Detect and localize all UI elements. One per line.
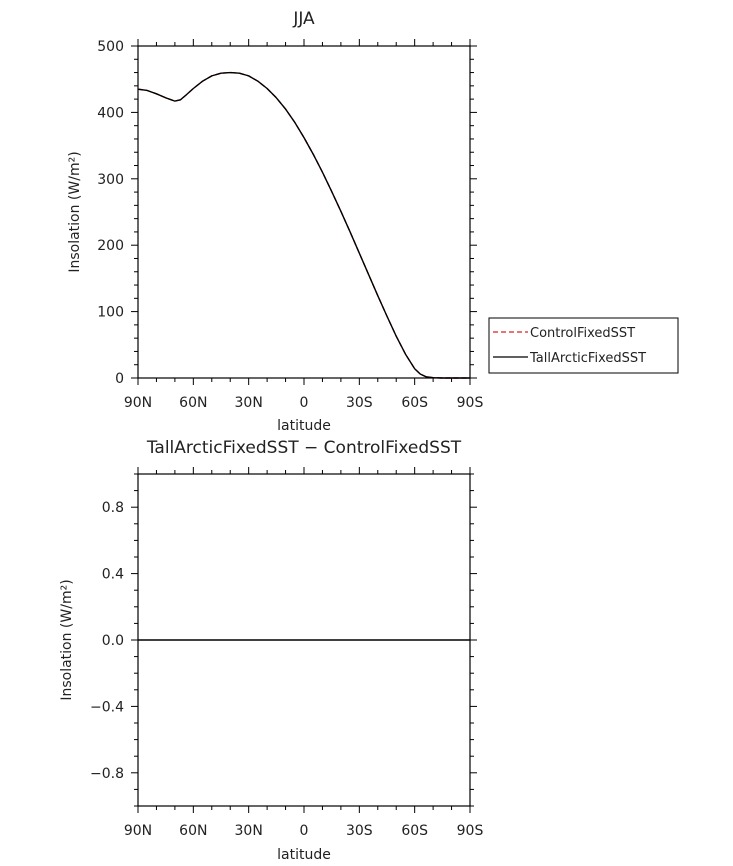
x-tick-label: 0 xyxy=(300,395,309,411)
x-tick-label: 90S xyxy=(457,823,484,839)
x-tick-label: 30S xyxy=(346,395,373,411)
x-tick-label: 60S xyxy=(401,395,428,411)
top-y-ticks: 0 100 200 300 400 500 xyxy=(97,39,477,387)
legend-box xyxy=(488,317,679,374)
y-tick-label: −0.4 xyxy=(90,699,124,715)
y-tick-label: 0.4 xyxy=(102,567,124,583)
x-tick-label: 60S xyxy=(401,823,428,839)
y-tick-label: −0.8 xyxy=(90,766,124,782)
top-x-ticks: 90N 60N 30N 0 30S 60S 90S xyxy=(124,39,484,411)
y-tick-label: 0.0 xyxy=(102,633,124,649)
y-tick-label: 500 xyxy=(97,39,124,55)
x-tick-label: 30S xyxy=(346,823,373,839)
x-tick-label: 60N xyxy=(179,823,207,839)
legend: ControlFixedSST TallArcticFixedSST xyxy=(488,317,679,374)
top-plot-frame xyxy=(137,45,471,379)
x-tick-label: 0 xyxy=(300,823,309,839)
x-tick-label: 90N xyxy=(124,823,152,839)
y-tick-label: 400 xyxy=(97,105,124,121)
y-tick-label: 100 xyxy=(97,305,124,321)
bottom-y-ticks: −0.8 −0.4 0.0 0.4 0.8 xyxy=(90,473,477,807)
x-tick-label: 30N xyxy=(235,395,263,411)
series-line-0 xyxy=(137,71,470,379)
y-tick-label: 200 xyxy=(97,238,124,254)
top-x-axis-label: latitude xyxy=(277,418,331,434)
top-chart-title: JJA xyxy=(292,9,315,29)
top-series-lines xyxy=(137,71,470,379)
bottom-chart-title: TallArcticFixedSST − ControlFixedSST xyxy=(146,438,462,458)
top-y-axis-label: Insolation (W/m²) xyxy=(67,151,83,272)
bottom-x-ticks: 90N 60N 30N 0 30S 60S 90S xyxy=(124,467,484,839)
series-line-1 xyxy=(137,71,470,379)
x-tick-label: 90S xyxy=(457,395,484,411)
bottom-panel: TallArcticFixedSST − ControlFixedSST −0.… xyxy=(59,438,483,863)
x-tick-label: 60N xyxy=(179,395,207,411)
y-tick-label: 300 xyxy=(97,172,124,188)
x-tick-label: 90N xyxy=(124,395,152,411)
legend-label-control: ControlFixedSST xyxy=(530,326,635,341)
top-panel: JJA 0 100 200 300 400 500 90N 60N 30N 0 30S 60S 90S… xyxy=(67,9,679,434)
y-tick-label: 0 xyxy=(115,371,124,387)
legend-label-tallarctic: TallArcticFixedSST xyxy=(529,351,646,366)
bottom-y-axis-label: Insolation (W/m²) xyxy=(59,579,75,700)
bottom-x-axis-label: latitude xyxy=(277,847,331,863)
x-tick-label: 30N xyxy=(235,823,263,839)
y-tick-label: 0.8 xyxy=(102,500,124,516)
